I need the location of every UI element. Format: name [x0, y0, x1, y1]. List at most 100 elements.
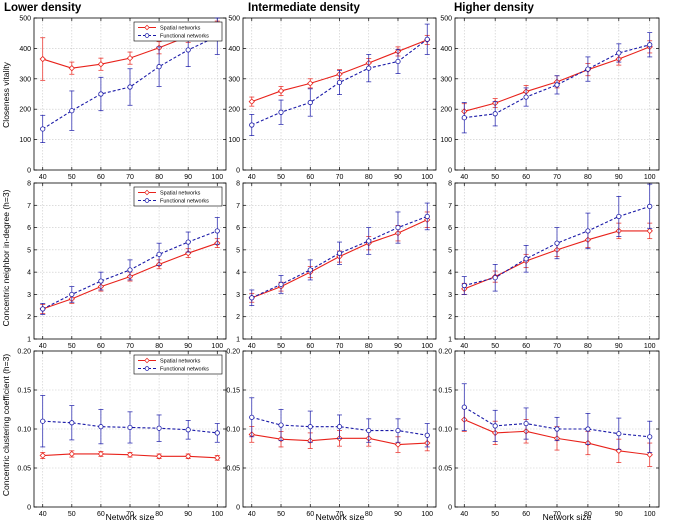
legend-label: Spatial networks	[160, 359, 201, 365]
y-tick-label: 200	[440, 107, 452, 114]
x-tick-label: 90	[615, 511, 623, 518]
x-tick-label: 40	[248, 343, 256, 350]
x-tick-label: 60	[306, 511, 314, 518]
data-point-functional	[492, 275, 498, 281]
x-tick-label: 100	[421, 511, 433, 518]
data-point-functional	[336, 79, 343, 86]
y-tick-label: 0.05	[438, 466, 452, 473]
data-point-functional	[69, 108, 75, 114]
x-tick-label: 100	[644, 174, 656, 181]
y-tick-label: 6	[27, 225, 31, 232]
x-tick-label: 70	[126, 343, 134, 350]
x-tick-label: 100	[211, 343, 223, 350]
data-point-spatial	[39, 452, 46, 459]
x-tick-label: 60	[97, 343, 105, 350]
data-point-spatial	[68, 64, 75, 72]
column-title-lower-density: Lower density	[4, 2, 82, 14]
legend-box	[133, 354, 223, 375]
y-tick-label: 6	[448, 225, 452, 232]
series-spatial	[39, 450, 221, 462]
y-tick-label: 8	[236, 181, 240, 188]
data-point-spatial	[214, 454, 221, 462]
data-point-functional	[492, 423, 498, 429]
x-tick-label: 50	[68, 511, 76, 518]
data-point-functional	[585, 426, 591, 432]
legend-marker	[144, 24, 150, 31]
x-tick-label: 50	[277, 174, 285, 181]
y-tick-label: 0.15	[438, 388, 452, 395]
x-tick-label: 70	[553, 511, 561, 518]
legend-marker	[144, 189, 150, 196]
data-point-functional	[98, 278, 104, 284]
data-point-functional	[647, 434, 653, 440]
x-tick-label: 60	[97, 511, 105, 518]
y-tick-label: 7	[448, 203, 452, 210]
data-point-functional	[336, 424, 343, 430]
x-tick-label: 70	[336, 174, 344, 181]
data-point-spatial	[277, 87, 285, 95]
data-point-spatial	[307, 80, 314, 87]
data-point-spatial	[39, 55, 46, 63]
y-tick-label: 3	[448, 292, 452, 299]
legend-label: Functional networks	[160, 34, 209, 40]
data-point-functional	[249, 295, 255, 301]
y-tick-label: 0	[27, 168, 31, 175]
legend-box	[133, 186, 223, 207]
x-tick-label: 80	[365, 511, 373, 518]
x-tick-label: 100	[211, 174, 223, 181]
x-tick-label: 70	[126, 174, 134, 181]
x-tick-label: 50	[277, 343, 285, 350]
legend-label: Functional networks	[160, 367, 209, 373]
y-tick-label: 2	[236, 314, 240, 321]
x-tick-label: 60	[522, 343, 530, 350]
x-tick-label: 50	[491, 174, 499, 181]
panel-r2-c2: 0 0.05 0.10 0.15 0.20 40 50 60 70 80 90 100	[438, 349, 660, 518]
panel-r0-c1: 0 100 200 300 400 500 40 50 60 70 80 90 100	[228, 16, 437, 181]
y-tick-label: 3	[236, 292, 240, 299]
data-point-spatial	[185, 453, 192, 460]
data-point-spatial	[97, 450, 105, 458]
y-tick-label: 0	[448, 168, 452, 175]
x-tick-label: 80	[584, 511, 592, 518]
y-tick-label: 0	[27, 505, 31, 512]
y-tick-label: 0.20	[226, 349, 240, 356]
data-point-spatial	[248, 98, 255, 105]
data-point-functional	[156, 64, 162, 70]
y-tick-label: 0.10	[226, 427, 240, 434]
data-point-functional	[523, 94, 529, 100]
y-tick-label: 8	[27, 181, 31, 188]
panel-r1-c2: 1 2 3 4 5 6 7 8 40 50 60 70 80 90 100	[448, 181, 660, 350]
series-functional	[461, 183, 653, 295]
x-tick-label: 100	[644, 343, 656, 350]
xlabel-network-size-col2: Network size	[316, 512, 365, 522]
legend: Spatial networks Functional networks	[133, 21, 223, 42]
y-tick-label: 1	[27, 337, 31, 344]
data-point-functional	[307, 99, 313, 106]
legend-label: Spatial networks	[160, 191, 201, 197]
data-point-spatial	[155, 453, 163, 460]
data-point-functional	[554, 82, 560, 88]
data-point-functional	[40, 306, 46, 312]
series-functional	[461, 32, 653, 134]
y-tick-label: 300	[228, 76, 240, 83]
x-tick-label: 50	[491, 343, 499, 350]
y-tick-label: 5	[236, 247, 240, 254]
x-tick-label: 70	[553, 174, 561, 181]
legend: Spatial networks Functional networks	[133, 186, 223, 207]
y-tick-label: 7	[27, 203, 31, 210]
x-tick-label: 50	[68, 174, 76, 181]
data-point-functional	[278, 281, 284, 287]
data-point-functional	[647, 42, 653, 48]
x-tick-label: 40	[39, 174, 47, 181]
y-tick-label: 1	[236, 337, 240, 344]
y-tick-label: 200	[19, 107, 31, 114]
y-tick-label: 2	[448, 314, 452, 321]
data-point-functional	[461, 282, 467, 289]
y-tick-label: 200	[228, 107, 240, 114]
legend-marker	[144, 33, 150, 38]
x-tick-label: 40	[248, 511, 256, 518]
x-tick-label: 60	[306, 343, 314, 350]
data-point-functional	[395, 427, 401, 434]
x-tick-label: 50	[277, 511, 285, 518]
